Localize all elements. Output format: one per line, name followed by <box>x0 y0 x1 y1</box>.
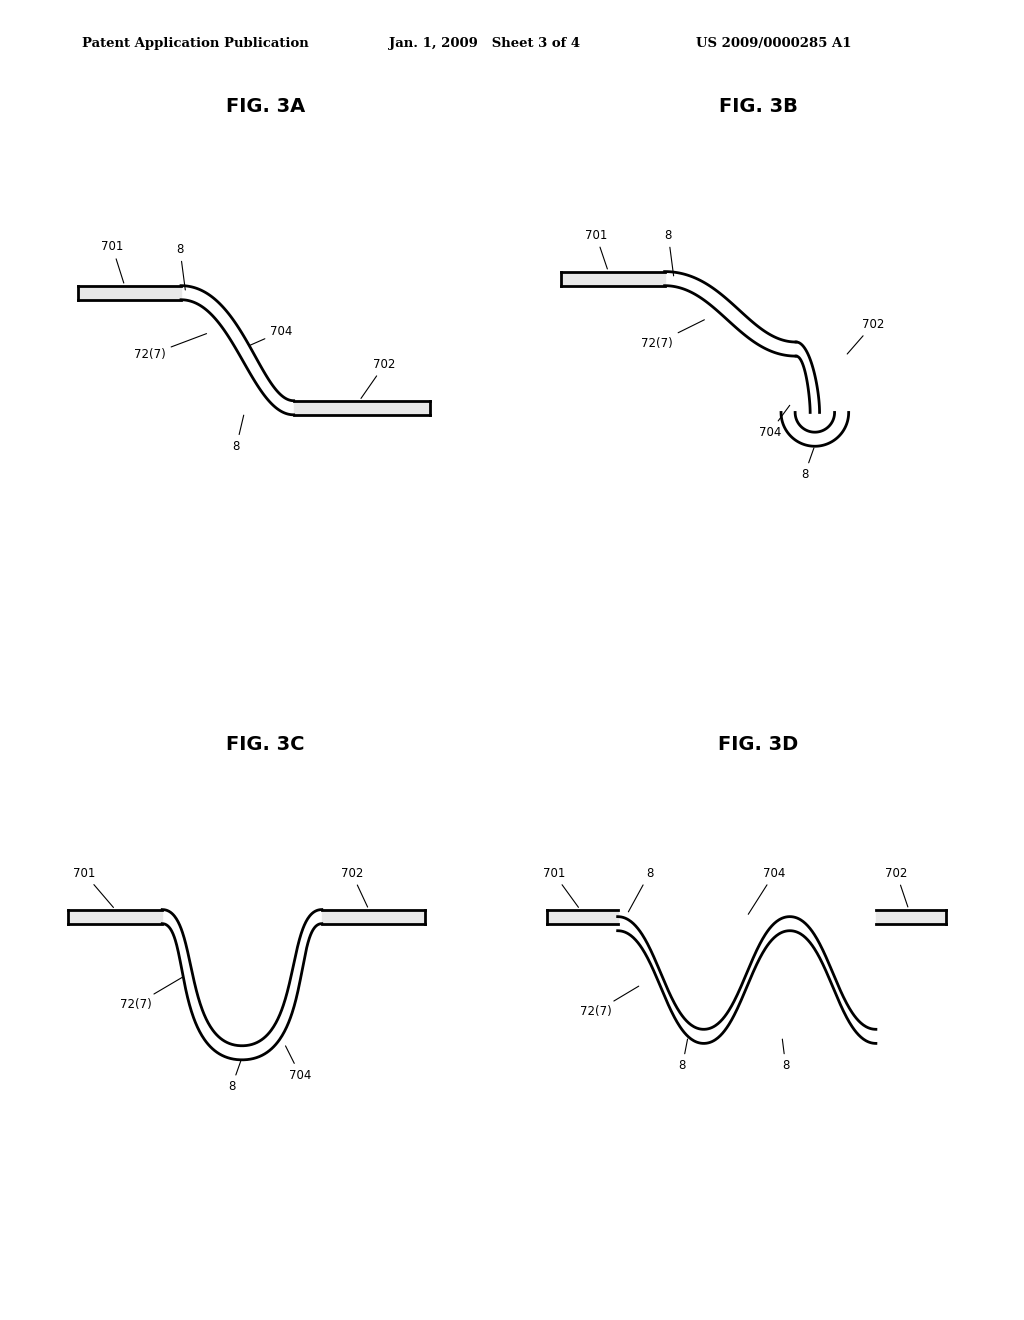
Title: FIG. 3C: FIG. 3C <box>226 735 305 754</box>
Title: FIG. 3A: FIG. 3A <box>226 98 305 116</box>
Text: US 2009/0000285 A1: US 2009/0000285 A1 <box>696 37 852 50</box>
Title: FIG. 3D: FIG. 3D <box>719 735 799 754</box>
Text: 704: 704 <box>749 867 785 915</box>
Text: 8: 8 <box>782 1039 790 1072</box>
Text: 8: 8 <box>801 447 814 482</box>
Text: 704: 704 <box>286 1045 311 1081</box>
Text: 701: 701 <box>101 240 124 282</box>
Text: 702: 702 <box>847 318 884 354</box>
Text: 8: 8 <box>228 1060 241 1093</box>
Text: 704: 704 <box>759 405 790 440</box>
Text: 704: 704 <box>249 325 293 346</box>
Text: 8: 8 <box>679 1039 687 1072</box>
Text: 702: 702 <box>886 867 908 907</box>
Text: 72(7): 72(7) <box>134 334 207 362</box>
Text: 72(7): 72(7) <box>120 977 183 1011</box>
Text: 8: 8 <box>176 243 185 290</box>
Text: 8: 8 <box>232 416 244 453</box>
Text: 702: 702 <box>341 867 368 907</box>
Text: 72(7): 72(7) <box>580 986 639 1018</box>
Text: 701: 701 <box>585 228 607 269</box>
Text: 72(7): 72(7) <box>641 319 705 350</box>
Text: 8: 8 <box>665 228 674 276</box>
Text: 701: 701 <box>543 867 579 907</box>
Text: 8: 8 <box>629 867 653 912</box>
Text: 702: 702 <box>361 358 396 399</box>
Text: Jan. 1, 2009   Sheet 3 of 4: Jan. 1, 2009 Sheet 3 of 4 <box>389 37 581 50</box>
Title: FIG. 3B: FIG. 3B <box>719 98 798 116</box>
Text: Patent Application Publication: Patent Application Publication <box>82 37 308 50</box>
Text: 701: 701 <box>73 867 114 907</box>
